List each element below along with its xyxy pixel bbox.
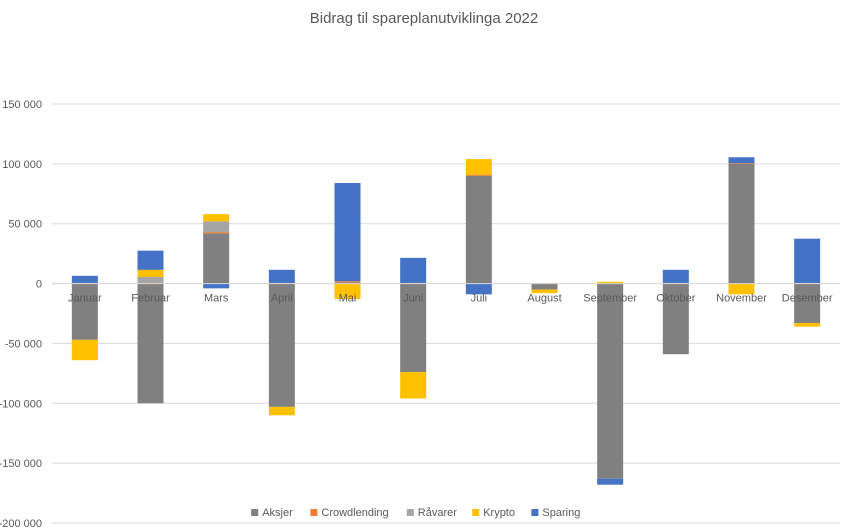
bar-sparing-februar — [137, 250, 164, 270]
bar-sparing-juli — [465, 283, 492, 295]
bar-krypto-juli — [465, 159, 492, 175]
y-tick-label: -200 000 — [0, 518, 42, 529]
legend-label: Råvarer — [418, 507, 457, 519]
x-tick-label: Juli — [471, 293, 488, 305]
legend-swatch — [472, 509, 480, 516]
bar-aksjer-november — [728, 163, 755, 284]
bar-krypto-februar — [137, 269, 164, 277]
bar-krypto-september — [597, 281, 624, 283]
y-tick-label: -100 000 — [0, 398, 42, 410]
bar-krypto-juni — [400, 372, 427, 399]
x-tick-label: Juni — [403, 293, 423, 305]
legend-swatch — [251, 509, 259, 516]
legend-label: Sparing — [542, 507, 580, 519]
bar-sparing-mai — [334, 183, 361, 282]
x-tick-label: Mars — [204, 293, 229, 305]
bar-krypto-desember — [794, 323, 821, 327]
legend-swatch — [406, 509, 414, 516]
bar-crowdlending-mars — [203, 232, 230, 234]
y-tick-label: 0 — [36, 279, 42, 291]
y-tick-label: 100 000 — [2, 159, 42, 171]
y-axis: 150 000 100 000 50 000 0 -50 000 -100 000 -150… — [0, 99, 42, 529]
bar-sparing-juni — [400, 257, 427, 283]
bar-krypto-november — [728, 283, 755, 295]
y-tick-label: 50 000 — [8, 219, 42, 231]
bar-aksjer-oktober — [662, 283, 689, 355]
x-axis: Januar Februar Mars April Mai Juni Juli August S… — [52, 283, 840, 305]
bar-aksjer-april — [268, 283, 295, 407]
bar-sparing-november — [728, 157, 755, 164]
bar-sparing-desember — [794, 238, 821, 283]
bar-aksjer-mai — [334, 282, 361, 284]
bar-sparing-september — [597, 478, 624, 485]
bar-sparing-april — [268, 269, 295, 283]
bar-aksjer-juli — [465, 175, 492, 284]
bar-krypto-april — [268, 406, 295, 416]
y-tick-label: 150 000 — [2, 99, 42, 111]
x-tick-label: September — [583, 293, 637, 305]
bar-aksjer-januar — [71, 283, 98, 340]
bar-aksjer-juni — [400, 283, 427, 373]
y-tick-label: -50 000 — [5, 338, 42, 350]
x-tick-label: Desember — [782, 293, 833, 305]
chart-title: Bidrag til spareplanutviklinga 2022 — [310, 10, 538, 27]
x-tick-label: August — [527, 293, 561, 305]
legend-swatch — [531, 509, 539, 516]
bar-sparing-mars — [203, 283, 230, 289]
bar-krypto-august — [531, 289, 558, 294]
x-tick-label: Oktober — [656, 293, 695, 305]
bar-crowdlending-november — [728, 163, 755, 165]
legend: Aksjer Crowdlending Råvarer Krypto Sparing — [251, 507, 580, 519]
bar-krypto-mai — [334, 283, 361, 300]
bar-crowdlending-mai — [334, 281, 361, 283]
x-tick-label: November — [716, 293, 767, 305]
legend-label: Krypto — [483, 507, 515, 519]
bar-aksjer-desember — [794, 283, 821, 324]
bar-krypto-januar — [71, 339, 98, 361]
bar-crowdlending-juli — [465, 174, 492, 176]
bar-krypto-mars — [203, 214, 230, 222]
bar-aksjer-august — [531, 283, 558, 290]
bar-r-varer-mars — [203, 221, 230, 233]
x-tick-label: April — [271, 293, 293, 305]
x-tick-label: Januar — [68, 293, 102, 305]
legend-swatch — [310, 509, 318, 516]
bar-aksjer-mars — [203, 233, 230, 284]
bar-sparing-oktober — [662, 269, 689, 283]
legend-label: Aksjer — [262, 507, 293, 519]
x-tick-label: Mai — [339, 293, 357, 305]
legend-label: Crowdlending — [321, 507, 388, 519]
gridlines — [52, 103, 840, 524]
x-tick-label: Februar — [131, 293, 170, 305]
bar-sparing-januar — [71, 275, 98, 283]
bar-aksjer-februar — [137, 283, 164, 404]
bar-aksjer-september — [597, 283, 624, 479]
bars — [71, 157, 821, 485]
bar-r-varer-februar — [137, 276, 164, 283]
y-tick-label: -150 000 — [0, 458, 42, 470]
